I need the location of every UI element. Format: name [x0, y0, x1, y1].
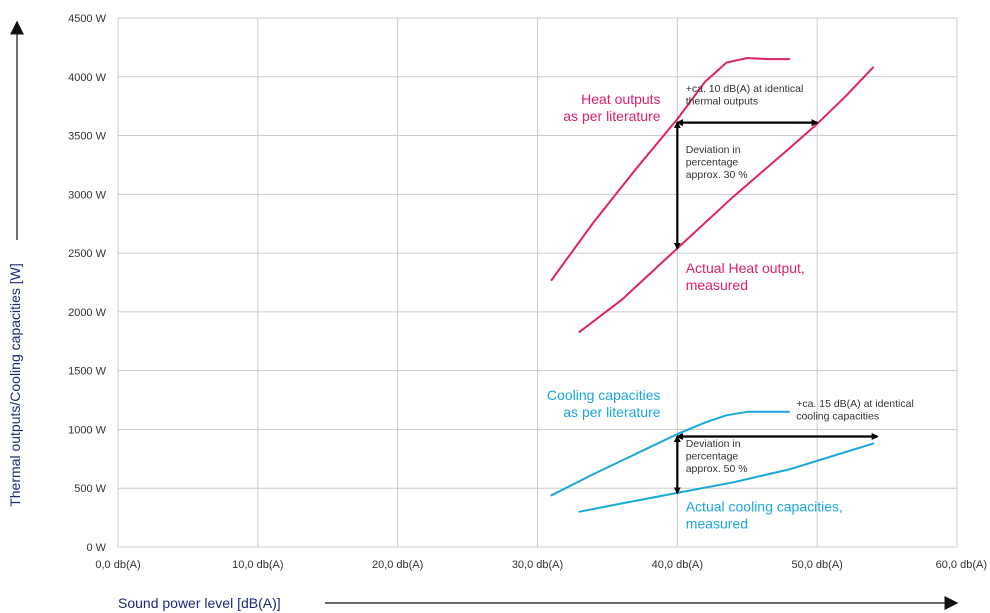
- y-tick-label: 3500 W: [68, 131, 107, 143]
- heat-deviation-label: Deviation in percentage approx. 30 %: [686, 144, 748, 181]
- y-tick-label: 4000 W: [68, 72, 107, 84]
- y-tick-label: 1500 W: [68, 366, 107, 378]
- x-axis-title: Sound power level [dB(A)]: [118, 595, 281, 611]
- measurement-arrows: [673, 119, 879, 495]
- y-axis-tick-labels: 0 W 500 W 1000 W 1500 W 2000 W 2500 W 3000 W 35…: [68, 13, 107, 554]
- x-tick-label: 20,0 db(A): [372, 559, 423, 571]
- x-tick-label: 10,0 db(A): [232, 559, 283, 571]
- y-tick-label: 3000 W: [68, 189, 107, 201]
- y-tick-label: 1000 W: [68, 424, 107, 436]
- series-line-cooling-measured: [578, 442, 875, 513]
- series-line-heat-measured: [578, 66, 875, 333]
- y-tick-label: 2000 W: [68, 307, 107, 319]
- x-tick-label: 50,0 db(A): [791, 559, 842, 571]
- y-tick-label: 2500 W: [68, 248, 107, 260]
- x-tick-label: 0,0 db(A): [95, 559, 140, 571]
- y-tick-label: 500 W: [74, 483, 106, 495]
- series-lines: [550, 57, 875, 513]
- y-tick-label: 4500 W: [68, 13, 107, 25]
- cooling-deviation-label: Deviation in percentage approx. 50 %: [686, 438, 748, 475]
- heat-literature-label: Heat outputs as per literature: [563, 91, 660, 124]
- heat-db-label: +ca. 10 dB(A) at identical thermal output…: [686, 83, 804, 108]
- cooling-literature-label: Cooling capacities as per literature: [547, 387, 661, 420]
- x-tick-label: 30,0 db(A): [512, 559, 563, 571]
- series-line-heat-literature: [550, 57, 791, 282]
- heat-measured-label: Actual Heat output, measured: [686, 260, 805, 293]
- x-tick-label: 40,0 db(A): [652, 559, 703, 571]
- cooling-db-label: +ca. 15 dB(A) at identical cooling capaci…: [796, 398, 914, 423]
- y-axis-title: Thermal outputs/Cooling capacities [W]: [7, 263, 23, 507]
- series-line-cooling-literature: [550, 410, 791, 497]
- y-tick-label: 0 W: [86, 542, 106, 554]
- x-tick-label: 60,0 db(A): [936, 559, 987, 571]
- annotations: Heat outputs as per literature Actual Heat…: [547, 83, 914, 532]
- cooling-measured-label: Actual cooling capacities, measured: [686, 499, 843, 532]
- x-axis-tick-labels: 0,0 db(A) 10,0 db(A) 20,0 db(A) 30,0 db(A) 4…: [95, 559, 987, 571]
- grid: [117, 17, 958, 548]
